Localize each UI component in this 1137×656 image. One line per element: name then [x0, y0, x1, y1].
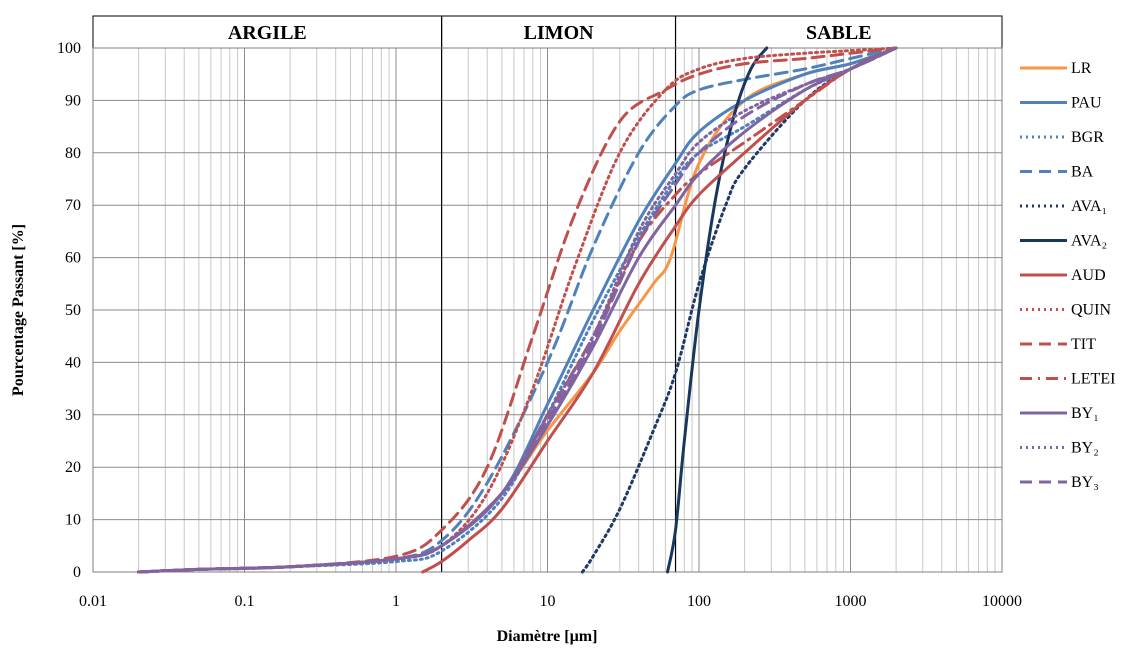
legend-label: AVA₂: [1071, 233, 1107, 250]
x-tick-label: 10000: [982, 593, 1022, 610]
band-header: ARGILE LIMON SABLE: [92, 15, 1003, 572]
x-tick-label: 100: [687, 593, 711, 610]
y-tick-label: 20: [65, 459, 81, 476]
legend-label: LR: [1071, 60, 1092, 77]
legend-label: BGR: [1071, 129, 1104, 146]
legend-label: TIT: [1071, 336, 1096, 353]
legend-label: PAU: [1071, 95, 1102, 112]
y-tick-label: 40: [65, 354, 81, 371]
band-box: [441, 15, 677, 49]
x-tick-label: 0.01: [79, 593, 107, 610]
y-tick-label: 30: [65, 407, 81, 424]
band-box: [675, 15, 1003, 49]
legend-label: AVA₁: [1071, 198, 1107, 215]
y-tick-label: 90: [65, 92, 81, 109]
plot-frame: [92, 47, 1003, 573]
legend: LR PAU BGR BA AVA₁ AVA₂ AUD QUIN TIT LETEI BY₁ BY₂ B…: [1020, 60, 1115, 491]
band-label: SABLE: [806, 22, 872, 44]
axes: 0 10 20 30 40 50 60 70 80 90 100 0.01 0.1 1 10 100 1000 1…: [57, 40, 1022, 610]
y-tick-label: 80: [65, 145, 81, 162]
y-axis-title: Pourcentage Passant [%]: [10, 224, 27, 396]
legend-label: BY₁: [1071, 405, 1099, 422]
series-line-13: [137, 46, 898, 574]
legend-label: BY₃: [1071, 474, 1099, 491]
y-tick-label: 10: [65, 512, 81, 529]
grid-layer: [92, 47, 1003, 573]
legend-label: AUD: [1071, 267, 1106, 284]
y-tick-label: 0: [73, 564, 81, 581]
legend-label: BY₂: [1071, 440, 1099, 457]
x-tick-label: 1000: [835, 593, 867, 610]
y-tick-label: 70: [65, 197, 81, 214]
legend-label: QUIN: [1071, 302, 1111, 319]
x-axis-title: Diamètre [µm]: [497, 628, 598, 645]
legend-label: BA: [1071, 164, 1094, 181]
series-line-6: [666, 46, 769, 574]
x-tick-label: 0.1: [235, 593, 255, 610]
y-tick-label: 50: [65, 302, 81, 319]
series-layer: [137, 46, 898, 574]
band-label: ARGILE: [228, 22, 307, 44]
y-tick-label: 60: [65, 250, 81, 267]
x-tick-label: 10: [540, 593, 556, 610]
legend-label: LETEI: [1071, 371, 1115, 388]
x-tick-label: 1: [392, 593, 400, 610]
y-tick-label: 100: [57, 40, 81, 57]
band-label: LIMON: [524, 22, 595, 44]
